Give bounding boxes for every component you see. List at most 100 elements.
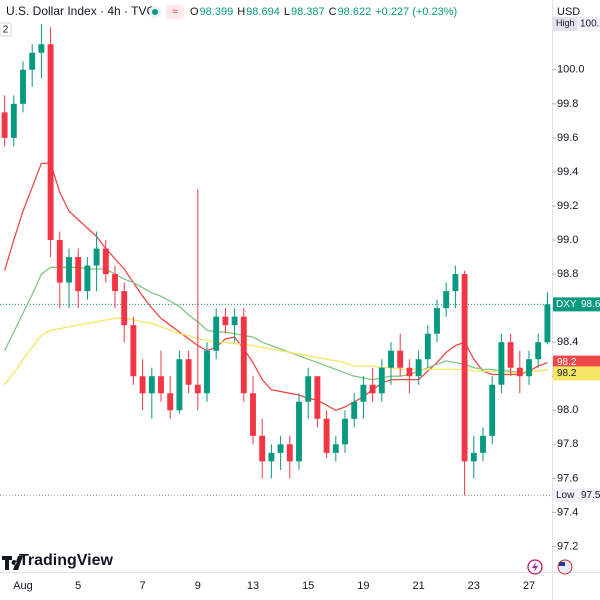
low-label-price: 97.5 [581, 490, 600, 501]
candle-body [47, 44, 54, 241]
candle-body [222, 316, 229, 326]
high-label-price: 100. [580, 18, 599, 29]
x-tick-label: 27 [523, 580, 535, 592]
candle-body [296, 401, 302, 462]
ohlc-text: 98.694 [246, 6, 280, 18]
x-tick-label: 19 [357, 580, 369, 592]
low-label-box [553, 488, 600, 503]
candle-body [130, 325, 137, 377]
candle-body [526, 359, 532, 377]
high-tag-box [553, 16, 577, 31]
plot-area [0, 23, 552, 496]
pane-badge[interactable] [0, 22, 12, 37]
x-tick-label: Aug [13, 580, 33, 592]
candle-body [360, 384, 367, 402]
candle-body [268, 452, 275, 462]
high-tag: High [556, 18, 575, 28]
status-dot [152, 9, 158, 15]
candle-body [415, 359, 422, 377]
x-tick-label: 23 [468, 580, 480, 592]
y-tick-label: 97.2 [557, 540, 578, 552]
y-tick-label: 98.8 [557, 268, 578, 280]
brand-name[interactable]: TradingView [19, 552, 114, 569]
candle-body [259, 435, 266, 462]
ohlc-text: O [190, 6, 199, 18]
candle-body [434, 308, 440, 334]
y-tick-label: 99.4 [557, 166, 578, 178]
alert-icon-glyph: ≈ [172, 7, 178, 18]
candle-body [204, 350, 210, 394]
candle-body [351, 401, 358, 419]
y-tick-label: 99.0 [557, 234, 578, 246]
candle-body [544, 304, 551, 343]
candle-body [498, 342, 505, 385]
ohlc-text: +0.227 (+0.23%) [375, 6, 457, 18]
candle-body [84, 265, 91, 292]
last-price-label-tag: DXY [556, 299, 577, 310]
y-tick-label: 99.2 [557, 200, 578, 212]
candle-body [66, 257, 72, 283]
x-tick-label: 21 [412, 580, 424, 592]
ohlc-text: H [237, 6, 245, 18]
currency-label: USD [557, 6, 580, 18]
last-price-label-price: 98.6 [581, 299, 600, 310]
candle-body [480, 435, 486, 453]
alert-icon[interactable] [166, 5, 184, 19]
ohlc-text: L [284, 6, 290, 18]
candle-body [397, 350, 404, 368]
candle-body [121, 291, 128, 326]
candle-body [20, 69, 26, 104]
candle-body [56, 240, 63, 283]
y-tick-label: 97.6 [557, 472, 578, 484]
y-tick-label: 99.6 [557, 132, 578, 144]
candle-body [286, 444, 293, 462]
candle-body [29, 52, 36, 70]
moving-average-line [4, 266, 548, 381]
y-tick-label: 98.0 [557, 404, 578, 416]
low-label-tag: Low [556, 490, 575, 501]
x-tick-label: 9 [195, 580, 201, 592]
red-ma-label-box [553, 355, 600, 370]
candle-body [461, 274, 468, 462]
symbol-title[interactable]: U.S. Dollar Index · 4h · TVC [6, 4, 155, 18]
y-tick-label: 97.4 [557, 506, 578, 518]
candle-body [93, 248, 100, 266]
candle-body [185, 359, 192, 385]
candle-body [369, 384, 376, 394]
ohlc-text: 98.399 [200, 6, 234, 18]
red-ma-label-price: 98.2 [557, 357, 577, 368]
brand-logo [2, 556, 23, 570]
moving-average-line [4, 317, 548, 386]
candle-body [452, 274, 459, 292]
candle-body [112, 274, 118, 292]
candle-body [10, 103, 17, 138]
y-tick-label: 97.8 [557, 438, 578, 450]
yellow-ma-label-box [553, 366, 600, 381]
candle-body [240, 316, 247, 394]
x-tick-label: 7 [140, 580, 146, 592]
candle-body [1, 112, 8, 138]
last-price-label-box [553, 297, 600, 312]
candle-body [102, 248, 109, 275]
candle-body [323, 418, 330, 453]
ohlc-legend: O 98.399 H 98.694 L 98.387 C 98.622 +0.227 (+0.2… [190, 6, 457, 18]
candle-body [314, 376, 321, 419]
candle-body [516, 367, 523, 377]
y-tick-label: 99.8 [557, 98, 578, 110]
candle-body [139, 376, 146, 394]
candle-body [213, 316, 220, 351]
pane-number: 2 [3, 25, 9, 36]
candle-body [277, 444, 284, 453]
candle-body [378, 367, 385, 394]
ohlc-text: 98.387 [291, 6, 325, 18]
symbol-icon [0, 2, 6, 22]
candle-body [305, 376, 312, 402]
y-tick-label: 98.4 [557, 336, 578, 348]
candle-body [388, 350, 394, 368]
x-tick-label: 5 [75, 580, 81, 592]
candle-body [470, 452, 477, 462]
candle-body [332, 444, 339, 453]
candle-body [443, 291, 450, 309]
x-tick-label: 13 [247, 580, 259, 592]
